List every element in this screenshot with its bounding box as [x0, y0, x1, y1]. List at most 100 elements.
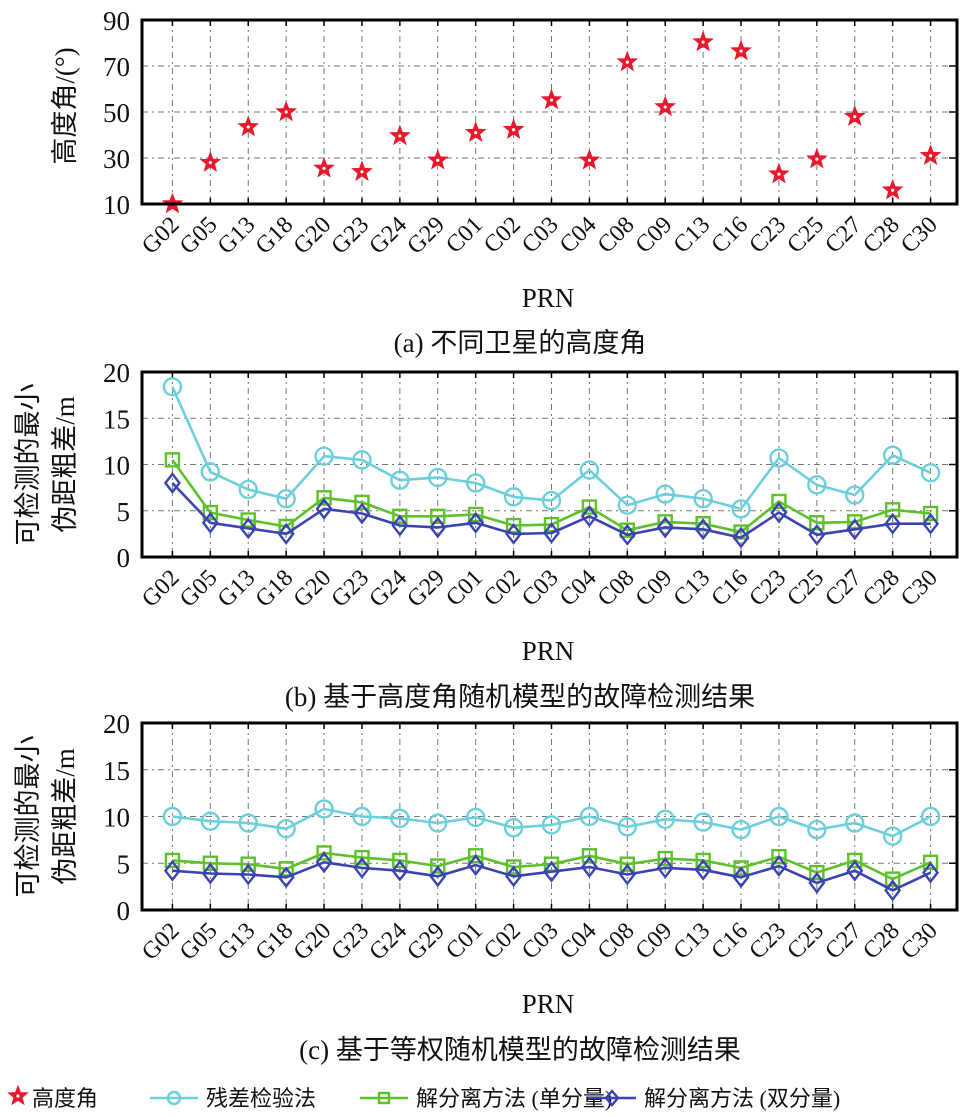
- data-point: [200, 811, 221, 831]
- data-point: [845, 813, 865, 833]
- y-tick-label: 15: [103, 756, 130, 786]
- data-point-center: [474, 131, 478, 135]
- data-point-center: [701, 40, 705, 44]
- data-point: [922, 861, 940, 884]
- data-point: [316, 845, 332, 861]
- y-tick-label: 5: [117, 497, 131, 527]
- x-tick-label: C09: [631, 565, 678, 612]
- x-tick-label: C23: [745, 212, 792, 259]
- panel-a-ylabel: 高度角/(°): [50, 47, 80, 164]
- y-tick-label: 0: [117, 896, 131, 926]
- data-point: [655, 809, 675, 830]
- panel-a-xlabel: PRN: [522, 283, 575, 313]
- series-line: [171, 482, 931, 539]
- x-tick-label: G29: [402, 918, 450, 966]
- data-point: [732, 526, 750, 549]
- series-1: [162, 799, 941, 846]
- data-point-center: [853, 115, 857, 119]
- x-tick-label: G29: [402, 212, 450, 260]
- panel-c-yticks: 0 5 10 15 20: [103, 709, 130, 926]
- data-point: [429, 865, 447, 888]
- x-tick-label: G20: [289, 918, 337, 966]
- data-point: [808, 523, 826, 546]
- data-point-center: [322, 166, 326, 170]
- data-point: [465, 807, 486, 828]
- data-point: [619, 522, 636, 538]
- series-line: [172, 860, 932, 892]
- x-tick-label: G05: [175, 212, 223, 260]
- x-tick-label: G02: [137, 918, 185, 966]
- data-point: [391, 514, 409, 537]
- x-tick-label: G23: [327, 565, 375, 613]
- panel-b-frame: [140, 370, 959, 559]
- data-point: [617, 817, 638, 837]
- data-point: [541, 490, 562, 511]
- data-point-center: [739, 49, 743, 53]
- data-point: [505, 859, 522, 875]
- x-tick-label: C03: [517, 918, 564, 965]
- data-point: [693, 812, 713, 832]
- panel-c-ylabel-line2: 伪距粗差/m: [50, 748, 80, 885]
- data-point-center: [398, 134, 402, 138]
- data-point: [579, 806, 600, 827]
- panel-a-caption: (a) 不同卫星的高度角: [394, 328, 647, 358]
- data-point: [276, 818, 296, 839]
- data-point: [428, 467, 448, 488]
- x-tick-label: C08: [593, 212, 640, 259]
- data-point: [920, 463, 941, 483]
- x-tick-label: C27: [820, 918, 867, 965]
- x-tick-label: C30: [896, 565, 943, 612]
- data-point-center: [436, 158, 440, 162]
- panel-a-yticks: 10 30 50 70 90: [103, 6, 130, 220]
- data-point: [354, 494, 370, 511]
- legend-star-icon-center: [16, 1094, 20, 1098]
- x-tick-label: G18: [251, 565, 299, 613]
- data-point: [807, 819, 827, 840]
- data-point: [769, 448, 789, 468]
- x-tick-label: C04: [555, 918, 602, 965]
- data-point: [503, 818, 524, 838]
- y-tick-label: 70: [103, 52, 130, 82]
- data-point: [808, 871, 826, 894]
- y-tick-label: 0: [117, 543, 131, 573]
- data-point: [202, 855, 219, 871]
- y-tick-label: 15: [103, 404, 130, 434]
- x-tick-label: C04: [555, 565, 602, 612]
- panel-b-caption: (b) 基于高度角随机模型的故障检测结果: [285, 682, 755, 712]
- data-point: [239, 517, 257, 540]
- series-1: [162, 377, 941, 519]
- data-point-center: [663, 105, 667, 109]
- data-point: [542, 521, 561, 544]
- x-tick-label: C16: [707, 212, 754, 259]
- data-point: [619, 856, 636, 872]
- data-point: [618, 523, 636, 546]
- panel-c-xticks: G02G05G13G18G20G23G24G29C01C02C03C04C08C…: [137, 918, 943, 966]
- data-point: [694, 518, 712, 541]
- panel-a-grid: [142, 20, 957, 204]
- x-tick-label: C13: [669, 565, 716, 612]
- panel-b-ylabel-line2: 伪距粗差/m: [50, 396, 80, 533]
- data-point-center: [284, 110, 288, 114]
- panel-c-xlabel: PRN: [522, 989, 575, 1019]
- data-point: [277, 522, 295, 545]
- x-tick-label: C08: [593, 565, 640, 612]
- data-point: [845, 485, 865, 505]
- x-tick-label: C03: [517, 212, 564, 259]
- data-point: [200, 462, 221, 482]
- data-point: [430, 858, 446, 874]
- data-point: [201, 862, 219, 885]
- panel-a-xticks: G02G05G13G18G20G23G24G29C01C02C03C04C08C…: [137, 212, 943, 260]
- x-tick-label: C30: [896, 212, 943, 259]
- x-tick-label: G29: [402, 565, 450, 613]
- data-point: [657, 850, 673, 867]
- data-point: [694, 858, 712, 881]
- data-point: [354, 849, 370, 866]
- data-point: [465, 473, 486, 493]
- data-point-center: [625, 60, 629, 64]
- data-point: [731, 499, 751, 519]
- x-tick-label: G13: [213, 565, 261, 613]
- x-tick-label: G13: [213, 212, 261, 260]
- data-point: [164, 452, 181, 468]
